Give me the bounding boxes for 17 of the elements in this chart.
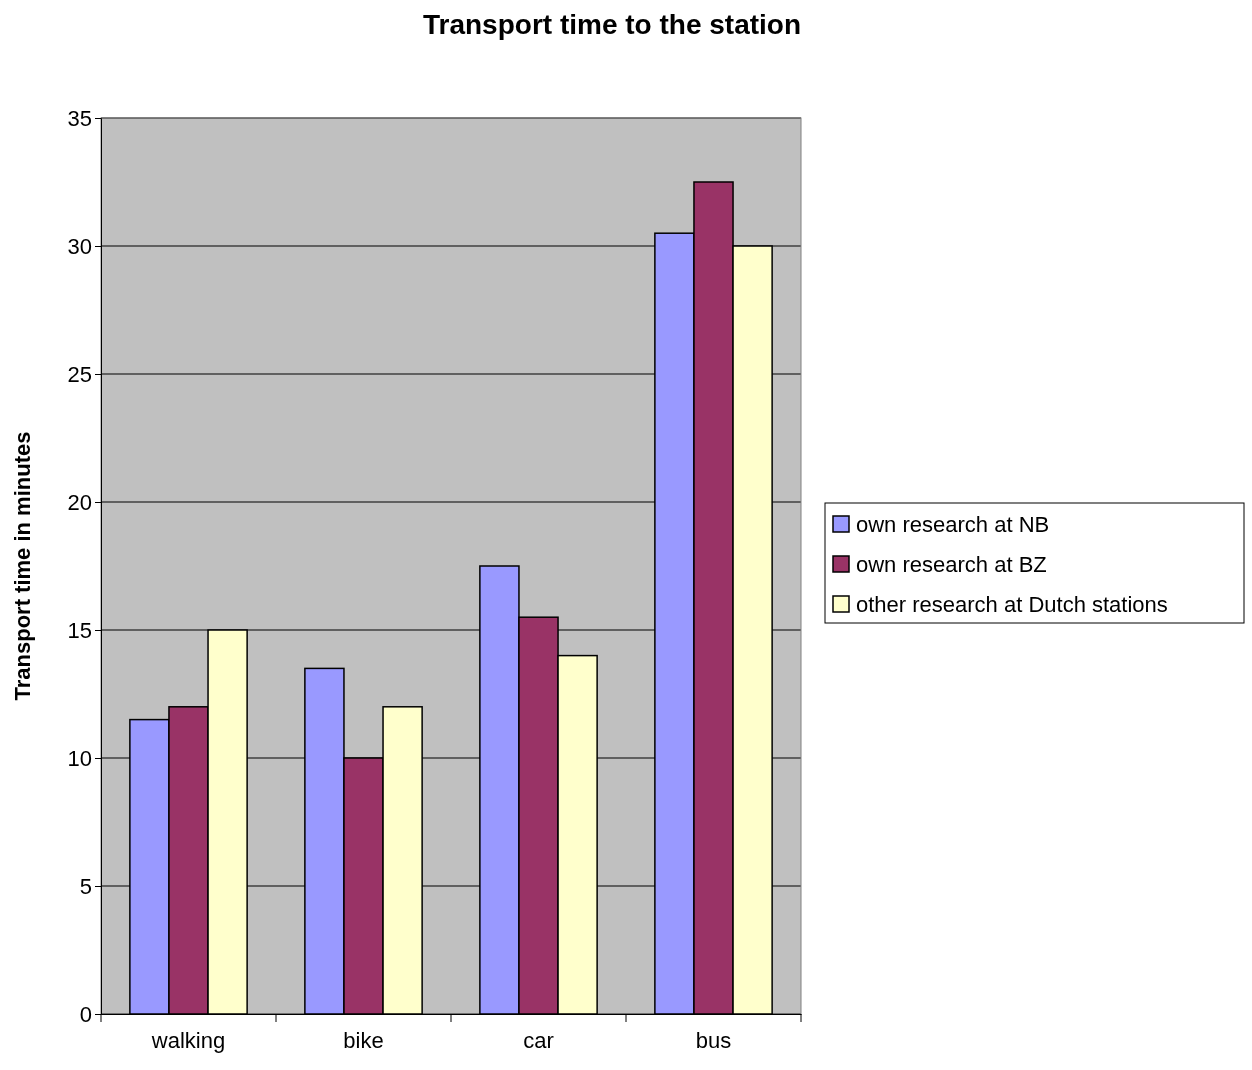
x-tick-label: bus	[695, 1027, 732, 1053]
y-tick-label: 5	[79, 873, 92, 899]
y-tick-label: 20	[67, 489, 92, 515]
y-tick-label: 35	[67, 105, 92, 131]
x-tick-label: car	[523, 1027, 554, 1053]
legend-label: own research at BZ	[856, 552, 1047, 577]
y-tick-label: 30	[67, 233, 92, 259]
y-tick-label: 10	[67, 745, 92, 771]
y-axis-title: Transport time in minutes	[10, 431, 35, 701]
y-tick-label: 25	[67, 361, 92, 387]
x-tick-label: walking	[150, 1027, 226, 1053]
legend-label: own research at NB	[856, 512, 1050, 537]
y-tick-label: 15	[67, 617, 92, 643]
chart-title: Transport time to the station	[422, 9, 802, 40]
y-tick-label: 0	[79, 1001, 92, 1027]
legend-label: other research at Dutch stations	[856, 592, 1168, 617]
x-tick-label: bike	[343, 1027, 384, 1053]
